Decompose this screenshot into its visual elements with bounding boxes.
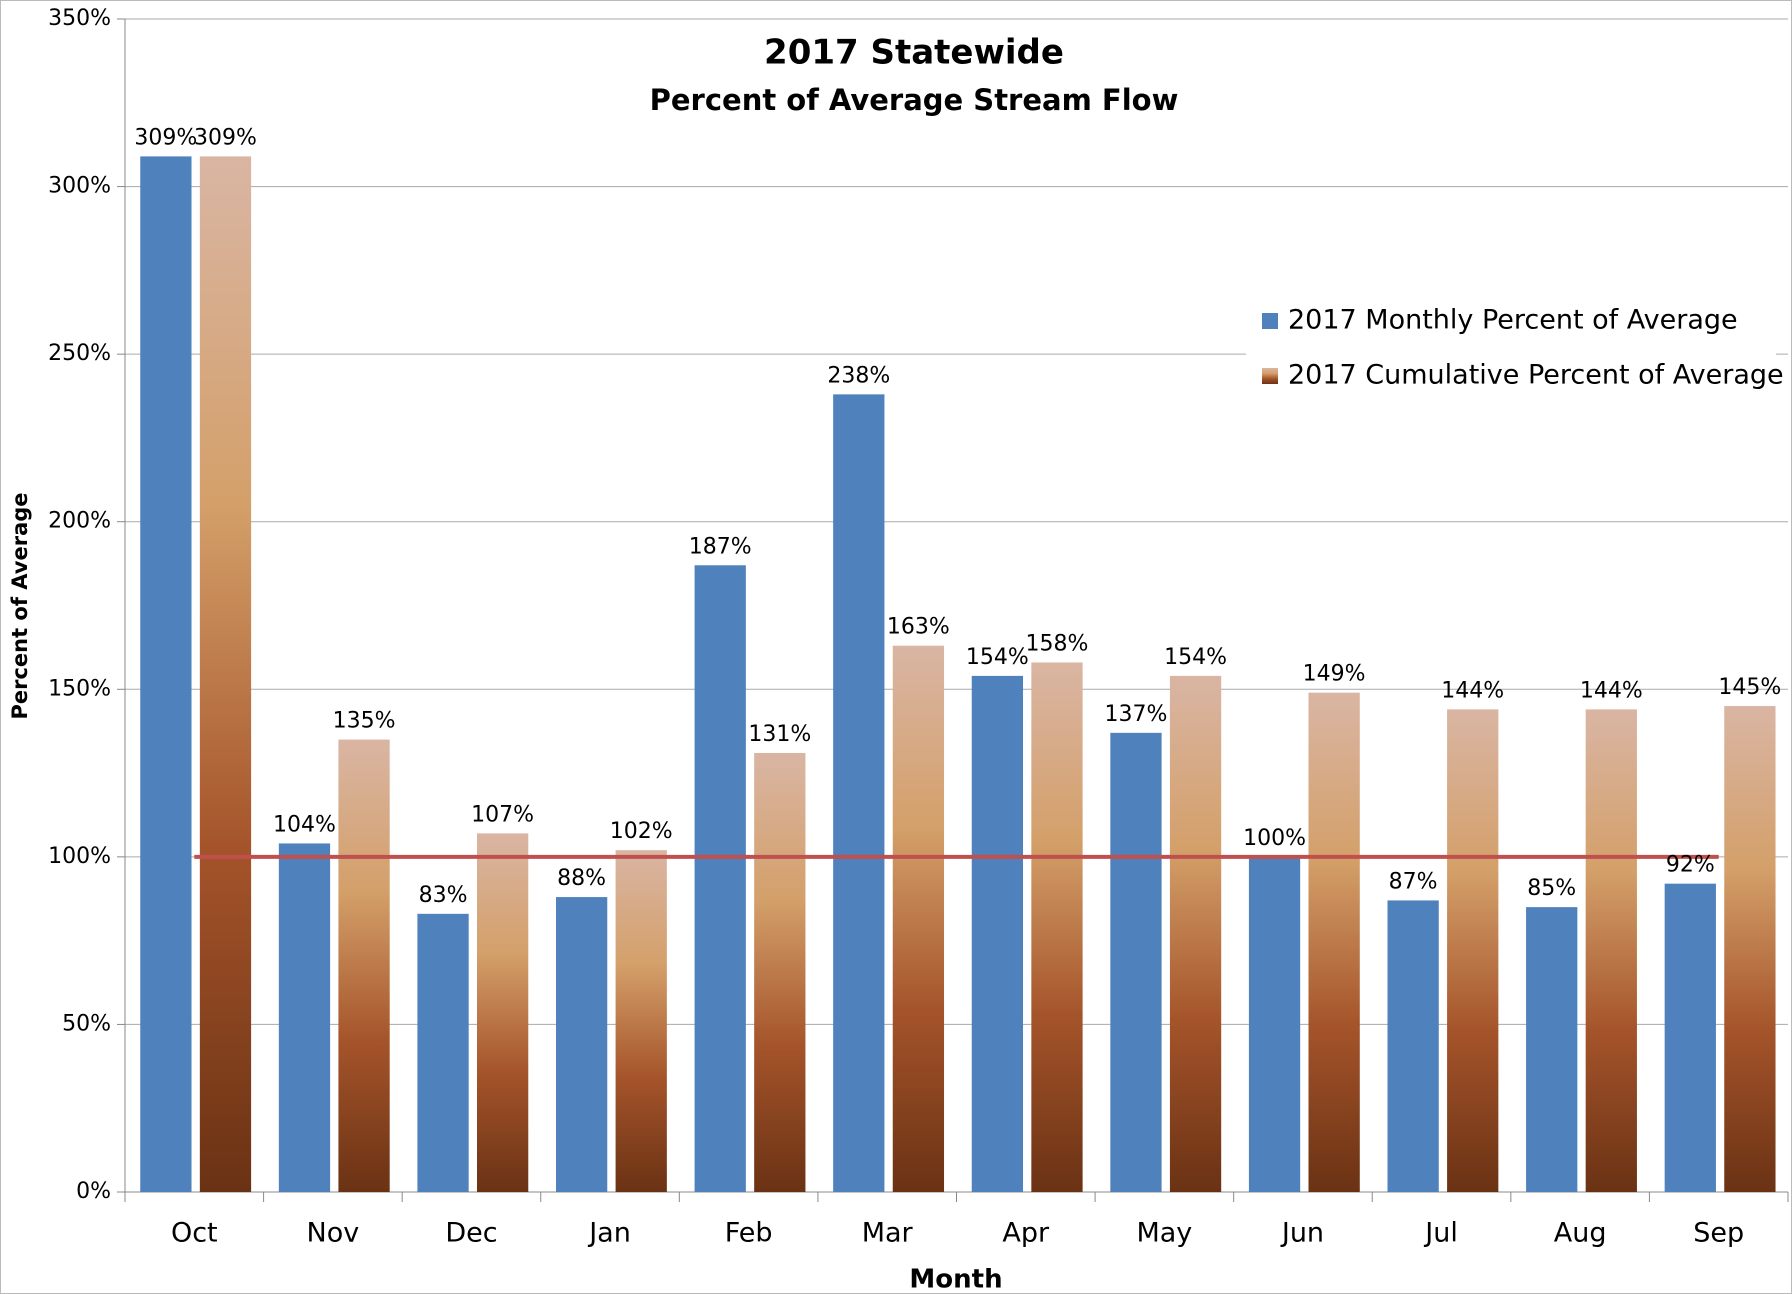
data-label: 102% xyxy=(610,819,673,844)
data-label: 154% xyxy=(966,645,1029,670)
y-tick-label: 250% xyxy=(48,341,111,366)
bar xyxy=(338,739,390,1192)
x-tick-label: Jan xyxy=(587,1218,631,1249)
x-tick-label: Nov xyxy=(307,1218,360,1249)
data-label: 137% xyxy=(1105,702,1168,727)
bar xyxy=(1387,900,1439,1192)
data-label: 144% xyxy=(1580,678,1643,703)
legend: 2017 Monthly Percent of Average 2017 Cumu… xyxy=(1246,290,1784,402)
bar xyxy=(971,675,1024,1192)
x-tick-label: May xyxy=(1136,1218,1192,1249)
bar xyxy=(754,752,806,1192)
data-label: 238% xyxy=(827,363,890,388)
bar xyxy=(1031,662,1083,1192)
bar xyxy=(1585,709,1637,1192)
data-label: 135% xyxy=(333,709,396,734)
data-label: 88% xyxy=(557,866,606,891)
y-tick-label: 300% xyxy=(48,174,111,199)
data-label: 83% xyxy=(419,883,468,908)
y-tick-label: 50% xyxy=(62,1011,111,1036)
y-tick-label: 200% xyxy=(48,509,111,534)
bar xyxy=(694,565,746,1192)
legend-label: 2017 Monthly Percent of Average xyxy=(1288,305,1738,336)
x-tick-label: Jun xyxy=(1280,1218,1324,1249)
x-tick-label: Mar xyxy=(862,1218,914,1249)
x-tick-label: Feb xyxy=(725,1218,773,1249)
bar xyxy=(199,156,252,1192)
x-tick-label: Sep xyxy=(1693,1218,1744,1249)
y-tick-label: 150% xyxy=(48,676,111,701)
y-tick-label: 100% xyxy=(48,844,111,869)
legend-swatch xyxy=(1262,368,1278,384)
data-label: 104% xyxy=(273,812,336,837)
y-axis-label: Percent of Average xyxy=(8,492,32,719)
bar xyxy=(140,156,192,1192)
data-label: 92% xyxy=(1666,853,1715,878)
bar xyxy=(1110,732,1162,1192)
bar xyxy=(1248,856,1301,1192)
bar xyxy=(1664,883,1716,1192)
chart-subtitle: Percent of Average Stream Flow xyxy=(650,83,1179,117)
x-tick-label: Aug xyxy=(1554,1218,1607,1249)
data-label: 158% xyxy=(1026,631,1089,656)
y-tick-label: 350% xyxy=(48,6,111,31)
data-label: 309% xyxy=(134,125,197,150)
data-label: 187% xyxy=(689,534,752,559)
data-label: 145% xyxy=(1718,675,1781,700)
bar xyxy=(477,833,529,1192)
bar xyxy=(555,897,608,1192)
bar xyxy=(1169,675,1222,1192)
data-label: 131% xyxy=(748,722,811,747)
legend-label: 2017 Cumulative Percent of Average xyxy=(1288,360,1784,391)
bar xyxy=(278,843,331,1192)
x-axis-label: Month xyxy=(909,1265,1002,1294)
data-label: 163% xyxy=(887,615,950,640)
y-tick-label: 0% xyxy=(76,1179,111,1204)
x-tick-label: Jul xyxy=(1423,1218,1458,1249)
bar xyxy=(1447,709,1499,1192)
bar xyxy=(1724,706,1776,1192)
data-label: 87% xyxy=(1389,869,1438,894)
data-label: 144% xyxy=(1441,678,1504,703)
x-tick-label: Apr xyxy=(1002,1218,1050,1249)
bar xyxy=(892,645,945,1192)
data-label: 85% xyxy=(1527,876,1576,901)
data-label: 154% xyxy=(1164,645,1227,670)
data-label: 309% xyxy=(194,125,257,150)
bar xyxy=(1308,692,1360,1192)
x-tick-label: Dec xyxy=(445,1218,497,1249)
bar xyxy=(615,850,667,1192)
data-label: 107% xyxy=(471,802,534,827)
chart-title: 2017 Statewide xyxy=(764,33,1064,73)
data-label: 100% xyxy=(1243,826,1306,851)
bar xyxy=(417,913,469,1192)
bar xyxy=(833,394,885,1192)
bar xyxy=(1526,907,1578,1192)
legend-swatch xyxy=(1262,313,1278,329)
legend-background xyxy=(1246,290,1776,402)
x-tick-label: Oct xyxy=(171,1218,218,1249)
data-label: 149% xyxy=(1303,662,1366,687)
